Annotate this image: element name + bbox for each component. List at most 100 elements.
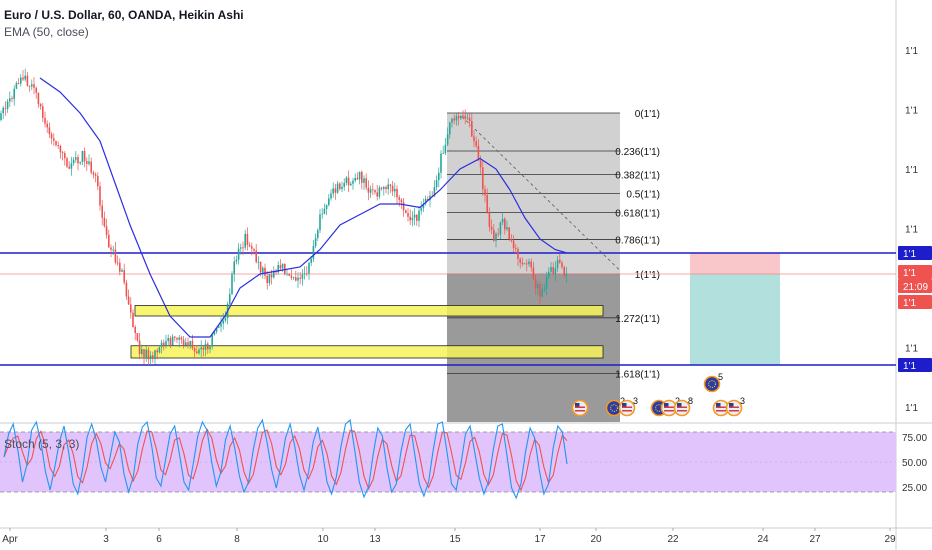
candle-body	[94, 174, 97, 176]
candle	[77, 154, 79, 171]
stochastic-pane[interactable]	[0, 418, 896, 500]
candle-body	[477, 145, 480, 161]
candle	[237, 243, 240, 265]
candle	[427, 196, 429, 201]
candle-body	[218, 326, 220, 328]
flag-stripe	[622, 406, 632, 408]
candle	[53, 133, 55, 146]
candle	[497, 227, 499, 237]
candle	[79, 161, 81, 166]
price-pane[interactable]: 2 3 2 853	[0, 68, 745, 417]
candle	[457, 111, 460, 126]
candle-body	[451, 118, 453, 123]
time-axis-label: 29	[884, 534, 896, 545]
candle-body	[471, 121, 473, 137]
candle	[37, 92, 40, 108]
candle-body	[39, 103, 42, 107]
candle	[466, 113, 469, 121]
candle-body	[367, 187, 370, 193]
candle	[526, 259, 528, 272]
candle	[286, 269, 288, 277]
candle-body	[548, 271, 550, 277]
candle-body	[369, 189, 372, 193]
candle	[317, 228, 319, 242]
candle-body	[182, 339, 185, 346]
candle	[26, 71, 29, 87]
candle-body	[462, 115, 464, 117]
candle-body	[493, 229, 495, 241]
candle	[550, 262, 552, 275]
flag-stripe	[716, 410, 726, 412]
candle-body	[176, 337, 178, 340]
candle	[424, 195, 427, 206]
candle-body	[343, 183, 345, 187]
candle	[103, 211, 106, 228]
candle-body	[352, 180, 354, 184]
price-scale-label: 1'1	[905, 46, 918, 57]
candle-body	[15, 83, 18, 89]
candle	[127, 289, 130, 306]
candle-body	[90, 161, 92, 173]
candle	[17, 78, 20, 85]
candle	[460, 115, 462, 120]
candle	[561, 260, 563, 270]
candle-body	[385, 187, 387, 190]
candle	[209, 345, 211, 354]
candle-body	[413, 214, 416, 218]
price-tag-bg	[898, 265, 932, 279]
candle-body	[363, 178, 365, 183]
candle	[407, 208, 409, 222]
candle	[130, 297, 132, 319]
candle-body	[473, 136, 475, 142]
candle-body	[246, 233, 249, 245]
candle	[288, 273, 290, 277]
candle-body	[510, 238, 513, 241]
candle-body	[237, 248, 240, 260]
candle	[193, 346, 196, 358]
candle-body	[17, 83, 20, 84]
candle	[33, 77, 35, 94]
flag-canton	[729, 403, 734, 407]
candle-body	[341, 186, 343, 190]
candle-body	[534, 278, 537, 289]
candle	[64, 151, 66, 166]
fib-level-label: 0.236(1'1)	[615, 147, 660, 158]
candle	[402, 198, 405, 217]
candle-body	[427, 198, 429, 201]
candle-body	[321, 213, 323, 215]
candle-body	[295, 277, 297, 281]
candle-body	[561, 262, 563, 268]
candle	[94, 172, 97, 183]
candle	[398, 194, 400, 207]
candle-body	[72, 159, 75, 164]
ema-line	[39, 77, 568, 338]
candle	[262, 265, 264, 279]
candle-body	[193, 348, 196, 352]
candle-body	[396, 188, 398, 198]
candle	[171, 334, 174, 346]
candle	[123, 263, 125, 285]
candle-body	[317, 230, 319, 238]
candle-body	[99, 186, 101, 206]
candle	[99, 181, 101, 211]
candle-body	[9, 98, 11, 102]
candle	[70, 156, 73, 176]
candle-body	[141, 349, 143, 355]
candle	[405, 209, 407, 214]
candle-body	[42, 106, 44, 118]
candle	[2, 105, 4, 120]
candle	[163, 339, 165, 351]
candle-body	[517, 249, 519, 259]
candle-body	[79, 162, 81, 164]
candle	[369, 185, 372, 198]
candle	[543, 283, 546, 293]
event-count-badge: 5	[718, 372, 723, 382]
candle-body	[13, 88, 15, 100]
candle	[453, 114, 455, 125]
candle	[257, 256, 260, 270]
candle-body	[127, 296, 130, 305]
fib-level-label: 1(1'1)	[635, 270, 660, 281]
candle	[204, 339, 207, 357]
candle-body	[449, 122, 451, 135]
